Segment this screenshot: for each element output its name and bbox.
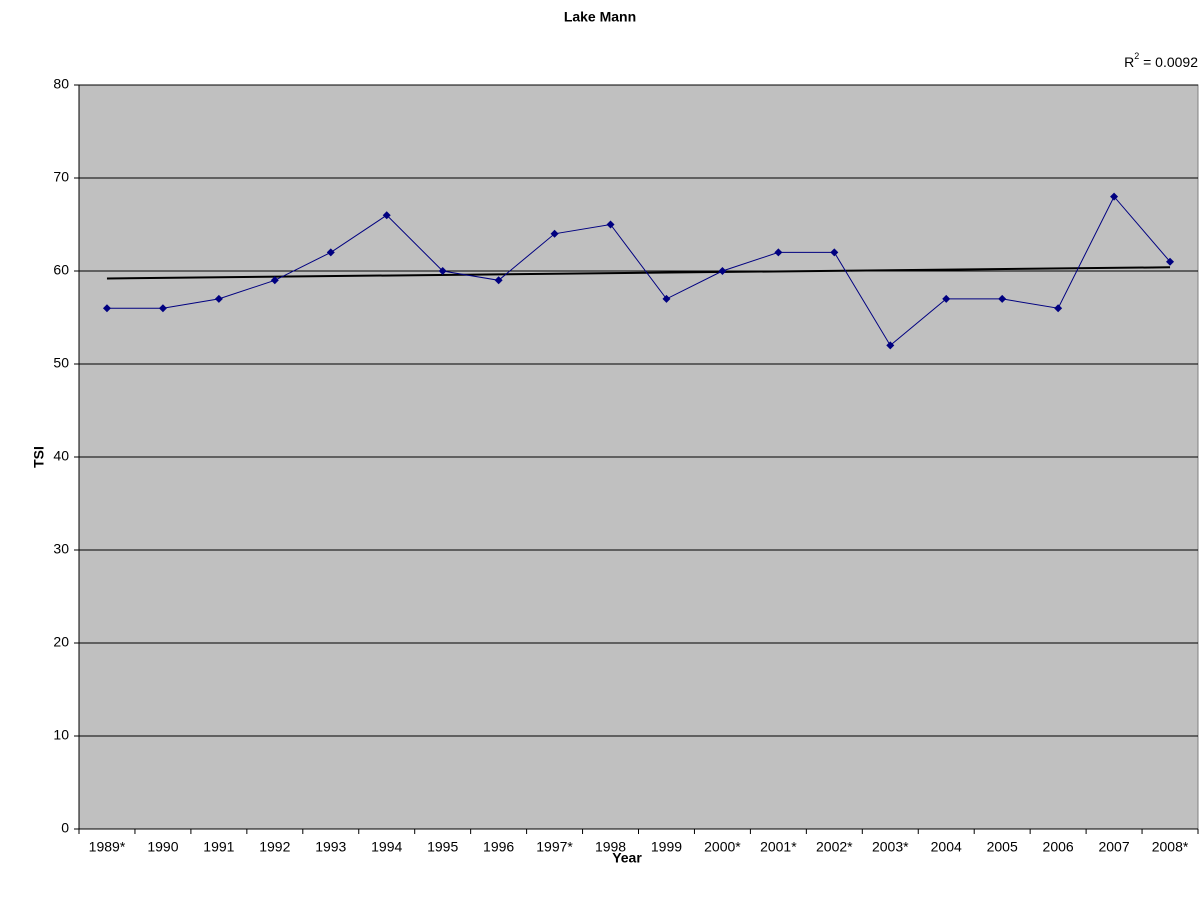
- data-point: [438, 267, 447, 275]
- x-tick-label: 1991: [203, 839, 234, 855]
- x-tick-label: 1993: [315, 839, 346, 855]
- y-tick-label: 30: [53, 541, 69, 557]
- y-axis-label: TSI: [31, 446, 47, 468]
- data-point: [606, 220, 615, 229]
- trendline: [106, 266, 1171, 280]
- y-tick-label: 40: [53, 448, 69, 464]
- data-point: [270, 276, 279, 285]
- x-tick-label: 2004: [931, 839, 962, 855]
- data-point: [718, 267, 727, 275]
- x-tick-label: 1994: [371, 839, 402, 855]
- data-point: [158, 304, 167, 313]
- x-tick-label: 2001*: [760, 839, 797, 855]
- y-tick-label: 70: [53, 169, 69, 185]
- r-sup: 2: [1134, 51, 1139, 61]
- x-axis-label: Year: [612, 850, 642, 866]
- x-tick-label: 2002*: [816, 839, 853, 855]
- data-point: [1054, 304, 1063, 313]
- x-tick-label: 1995: [427, 839, 458, 855]
- x-tick-label: 2008*: [1152, 839, 1189, 855]
- x-tick-label: 1998: [595, 839, 626, 855]
- data-point: [326, 248, 335, 257]
- data-point: [886, 341, 895, 350]
- x-tick-label: 2003*: [872, 839, 909, 855]
- x-tick-label: 1992: [259, 839, 290, 855]
- data-point: [942, 294, 951, 303]
- data-point: [998, 294, 1007, 303]
- x-tick-label: 2006: [1043, 839, 1074, 855]
- y-tick-label: 10: [53, 727, 69, 743]
- data-point: [214, 294, 223, 303]
- data-point: [1110, 192, 1119, 201]
- r-base: R: [1124, 54, 1134, 70]
- r-squared-label: R2 = 0.0092: [1124, 51, 1198, 69]
- chart-title: Lake Mann: [564, 9, 636, 25]
- data-point: [382, 211, 391, 220]
- data-point: [550, 229, 559, 238]
- y-tick-label: 80: [53, 76, 69, 92]
- data-point: [774, 248, 783, 257]
- data-point: [494, 276, 503, 285]
- x-tick-label: 1990: [147, 839, 178, 855]
- x-tick-label: 1996: [483, 839, 514, 855]
- y-tick-label: 50: [53, 355, 69, 371]
- y-tick-label: 20: [53, 634, 69, 650]
- data-point: [1166, 257, 1175, 266]
- x-tick-label: 1997*: [536, 839, 573, 855]
- data-point: [662, 294, 671, 303]
- x-tick-label: 2000*: [704, 839, 741, 855]
- r-rest: = 0.0092: [1139, 54, 1198, 70]
- x-tick-label: 1989*: [89, 839, 126, 855]
- x-tick-label: 2007: [1098, 839, 1129, 855]
- x-tick-label: 1999: [651, 839, 682, 855]
- series-line: [106, 195, 1171, 347]
- data-point: [102, 304, 111, 313]
- y-tick-label: 60: [53, 262, 69, 278]
- y-tick-label: 0: [61, 820, 69, 836]
- x-tick-label: 2005: [987, 839, 1018, 855]
- data-point: [830, 248, 839, 257]
